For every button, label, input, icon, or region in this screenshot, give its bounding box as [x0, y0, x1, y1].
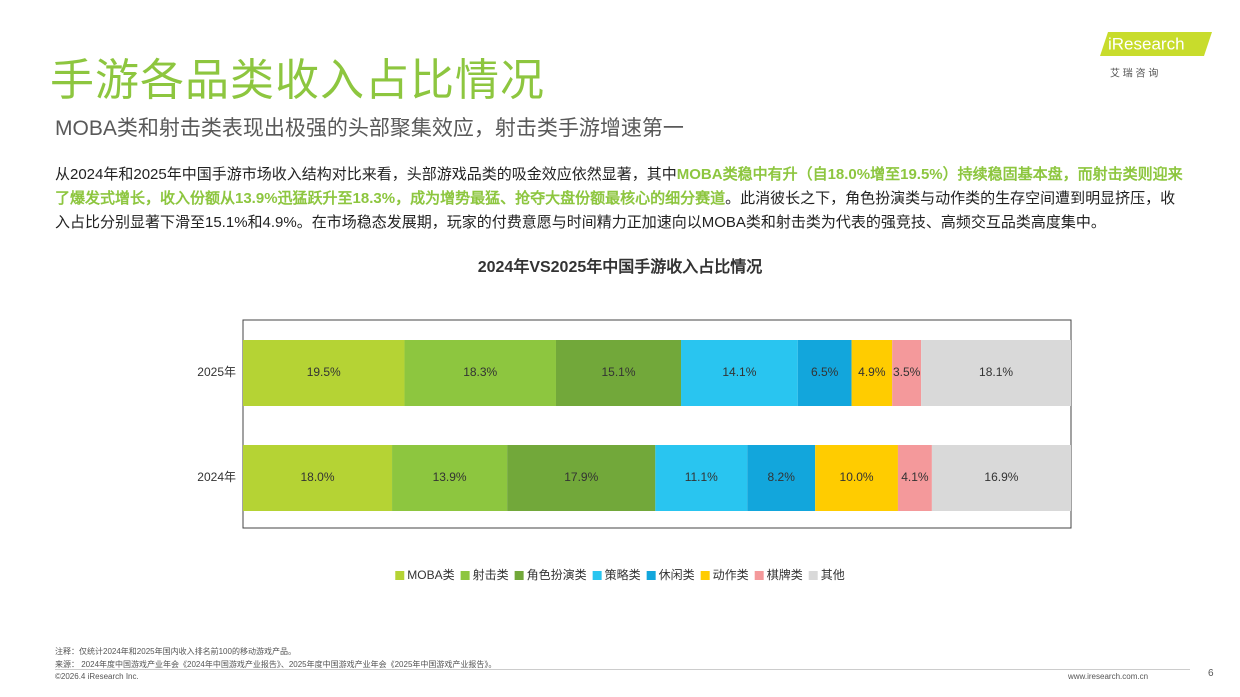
legend-label: 角色扮演类 [527, 567, 587, 582]
bar-segment [797, 340, 852, 406]
legend-swatch [646, 571, 656, 580]
legend-swatch [754, 571, 764, 580]
copyright: ©2026.4 iResearch Inc. [55, 672, 139, 681]
bar-segment [892, 340, 922, 406]
value-label: 3.5% [893, 365, 921, 379]
legend-label: MOBA类 [407, 568, 454, 582]
bar-segment [897, 445, 932, 511]
logo: iResearch 艾 瑞 咨 询 [1100, 32, 1212, 80]
value-label: 17.9% [564, 470, 598, 484]
value-label: 11.1% [685, 470, 718, 484]
bar-segment [507, 445, 656, 511]
logo-text: iResearch [1108, 34, 1185, 53]
plot-frame [242, 319, 1072, 529]
legend-swatch [395, 571, 405, 580]
text-segment: 。此消彼长之下，角色扮演类与动作类的生存空间遭到明显挤压，收入占比分别显著下滑至… [55, 190, 1176, 231]
bar-segment [392, 445, 508, 511]
slide-title: 手游各品类收入占比情况 [50, 56, 545, 105]
bar-segment [931, 445, 1071, 511]
value-label: 18.1% [979, 365, 1013, 379]
bar-segment [851, 340, 893, 406]
value-label: 8.2% [768, 470, 796, 484]
legend-swatch [514, 571, 524, 580]
legend-label: 策略类 [605, 567, 641, 582]
legend-label: 射击类 [473, 567, 509, 582]
value-label: 18.3% [463, 365, 497, 379]
bar-segment [555, 340, 682, 406]
bar-segment [681, 340, 798, 406]
note: 注释：仅统计2024年和2025年国内收入排名前100的移动游戏产品。 [55, 647, 296, 656]
logo-shape [1100, 32, 1212, 56]
chart-title: 2024年VS2025年中国手游收入占比情况 [478, 257, 763, 276]
logo-cn: 艾 瑞 咨 询 [1110, 67, 1158, 80]
bar-segment [243, 445, 393, 511]
chart: 2024年VS2025年中国手游收入占比情况 2025年 19.5% 18.3% 15… [197, 257, 1072, 582]
bar-segment [243, 340, 405, 406]
legend-swatch [460, 571, 470, 580]
value-label: 10.0% [840, 470, 874, 484]
legend-swatch [592, 571, 602, 580]
body-text: 从2024年和2025年中国手游市场收入结构对比来看，头部游戏品类的吸金效应依然… [55, 163, 1190, 235]
bar-segment [747, 445, 816, 511]
legend-label: 棋牌类 [767, 568, 803, 582]
page-number: 6 [1208, 668, 1214, 679]
text-segment: MOBA类稳中有升（自18.0%增至19.5%）持续稳固基本盘，而射击类则迎来了… [55, 166, 1183, 207]
y-tick-label: 2024年 [197, 470, 236, 484]
value-label: 6.5% [811, 365, 839, 379]
legend-label: 其他 [821, 568, 845, 582]
legend-label: 动作类 [713, 568, 749, 582]
value-label: 19.5% [307, 365, 341, 379]
source: 来源： 2024年度中国游戏产业年会《2024年中国游戏产业报告》、2025年度… [55, 660, 497, 669]
legend-swatch [808, 571, 818, 580]
legend-swatch [700, 571, 710, 580]
value-label: 15.1% [601, 365, 635, 379]
footer-rule [55, 669, 1190, 670]
y-tick-label: 2025年 [197, 365, 236, 379]
bar-segment [404, 340, 556, 406]
legend-label: 休闲类 [659, 568, 695, 582]
value-label: 16.9% [984, 470, 1018, 484]
website: www.iresearch.com.cn [1068, 672, 1149, 681]
bar-segment [655, 445, 748, 511]
value-label: 4.1% [901, 470, 929, 484]
value-label: 4.9% [858, 365, 886, 379]
value-label: 18.0% [301, 470, 335, 484]
bar-segment [815, 445, 898, 511]
text-segment: 从2024年和2025年中国手游市场收入结构对比来看，头部游戏品类的吸金效应依然… [55, 166, 677, 183]
value-label: 13.9% [433, 470, 467, 484]
bar-segment [921, 340, 1071, 406]
subtitle: MOBA类和射击类表现出极强的头部聚集效应，射击类手游增速第一 [55, 117, 684, 140]
value-label: 14.1% [722, 365, 756, 379]
